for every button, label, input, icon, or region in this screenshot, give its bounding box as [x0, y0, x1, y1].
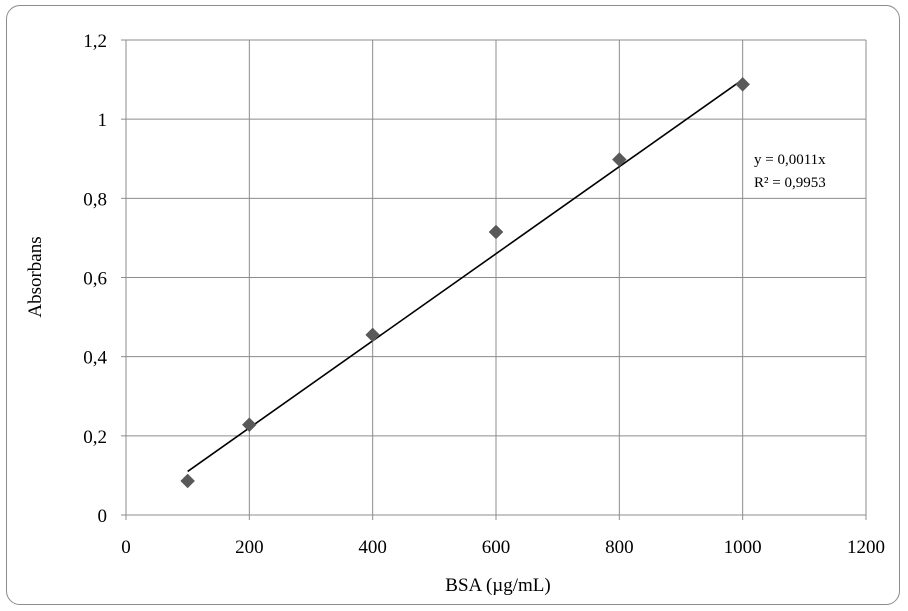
data-points — [180, 76, 751, 489]
x-tick-label: 800 — [605, 537, 634, 558]
y-axis-title: Absorbans — [25, 236, 46, 317]
y-tick-label: 0 — [98, 506, 108, 527]
x-tick-label: 600 — [482, 537, 511, 558]
x-tick-label: 200 — [235, 537, 264, 558]
y-tick-labels: 0 0,2 0,4 0,6 0,8 1 1,2 — [83, 31, 107, 527]
trendline-r-squared: R² = 0,9953 — [754, 175, 826, 191]
trendline — [187, 78, 744, 473]
data-point — [488, 224, 504, 240]
y-tick-label: 1,2 — [83, 31, 107, 52]
axes — [121, 39, 867, 520]
trendline-equation: y = 0,0011x — [754, 152, 826, 168]
x-tick-labels: 0 200 400 600 800 1000 1200 — [121, 537, 885, 558]
y-tick-label: 0,2 — [83, 427, 107, 448]
data-point — [611, 152, 627, 167]
y-tick-label: 0,8 — [83, 189, 107, 210]
x-axis-title: BSA (µg/mL) — [445, 575, 550, 596]
y-tick-label: 1 — [98, 110, 108, 131]
y-tick-label: 0,6 — [83, 269, 107, 290]
x-tick-label: 1200 — [847, 537, 885, 558]
trendline-layer — [187, 78, 744, 473]
x-tick-label: 0 — [121, 537, 131, 558]
x-tick-label: 400 — [358, 537, 387, 558]
data-point — [735, 76, 751, 92]
data-point — [241, 417, 257, 433]
grid — [125, 39, 867, 516]
data-point — [365, 327, 381, 343]
chart-frame — [6, 5, 900, 605]
data-point — [180, 473, 196, 489]
x-tick-label: 1000 — [724, 537, 762, 558]
y-tick-label: 0,4 — [83, 348, 107, 369]
